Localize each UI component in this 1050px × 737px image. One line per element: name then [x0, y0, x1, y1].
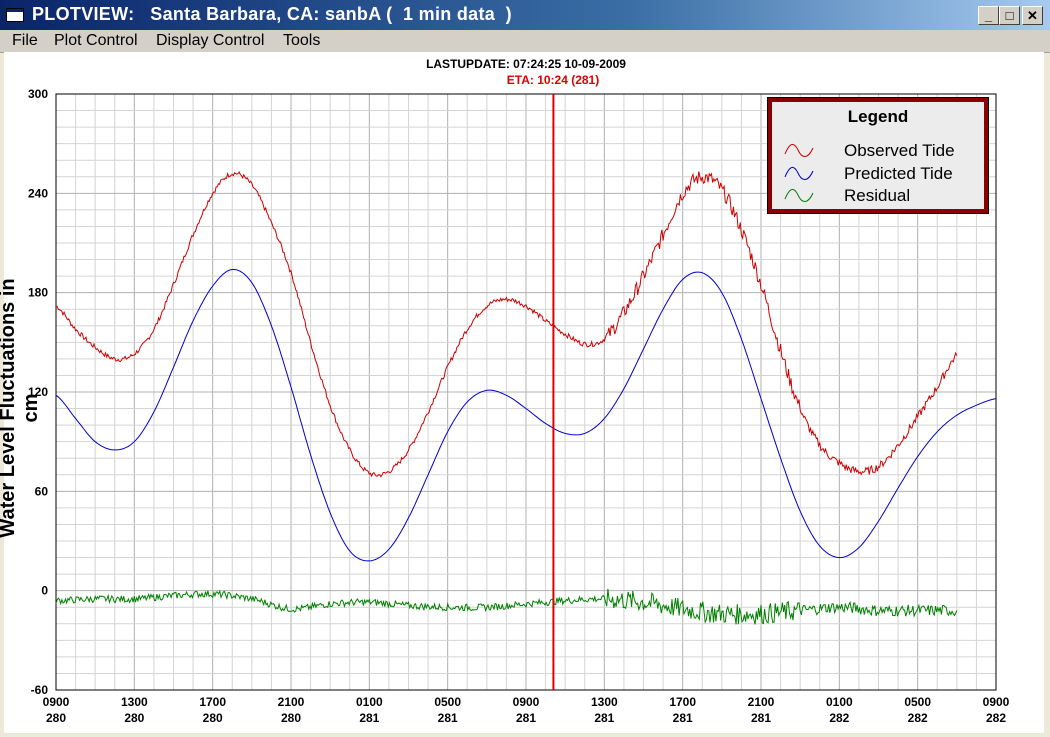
- close-button[interactable]: ✕: [1022, 6, 1043, 25]
- x-tick-label-day: 282: [986, 711, 1006, 725]
- last-update-label: LASTUPDATE: 07:24:25 10-09-2009: [426, 57, 626, 71]
- x-tick-label-day: 282: [829, 711, 849, 725]
- green-wave-icon: [784, 189, 814, 202]
- title-bar: PLOTVIEW: Santa Barbara, CA: sanbA ( 1 m…: [0, 0, 1050, 30]
- app-window-icon[interactable]: [6, 8, 24, 22]
- x-tick-label-day: 280: [46, 711, 66, 725]
- x-tick-label-time: 0900: [513, 695, 540, 709]
- x-tick-label-time: 1700: [669, 695, 696, 709]
- x-tick-label-time: 0900: [43, 695, 70, 709]
- x-tick-label-day: 282: [908, 711, 928, 725]
- menu-plot-control[interactable]: Plot Control: [54, 32, 138, 49]
- menu-display-control[interactable]: Display Control: [156, 32, 265, 49]
- maximize-button[interactable]: □: [999, 6, 1020, 25]
- x-tick-label-time: 1700: [199, 695, 226, 709]
- x-tick-label-day: 280: [203, 711, 223, 725]
- legend-title: Legend: [847, 107, 909, 126]
- residual-line: [55, 588, 958, 625]
- legend: Legend Observed Tide Predicted Tide Resi…: [767, 97, 989, 214]
- x-tick-label-time: 0100: [356, 695, 383, 709]
- x-tick-label-time: 2100: [748, 695, 775, 709]
- y-tick-label: 300: [28, 87, 48, 101]
- blue-wave-icon: [784, 167, 814, 180]
- window-title: PLOTVIEW: Santa Barbara, CA: sanbA ( 1 m…: [32, 4, 512, 24]
- y-tick-label: 60: [35, 484, 49, 498]
- x-tick-label-day: 280: [124, 711, 144, 725]
- menu-tools[interactable]: Tools: [283, 32, 321, 49]
- x-tick-label-day: 280: [281, 711, 301, 725]
- y-tick-label: 120: [28, 385, 48, 399]
- x-tick-label-time: 1300: [591, 695, 618, 709]
- observed-tide-line: [55, 171, 958, 478]
- x-tick-label-time: 0500: [904, 695, 931, 709]
- x-tick-label-time: 1300: [121, 695, 148, 709]
- red-wave-icon: [784, 144, 814, 157]
- x-tick-label-day: 281: [751, 711, 771, 725]
- plot-frame: [55, 93, 997, 691]
- legend-item-observed: Observed Tide: [844, 141, 955, 160]
- y-tick-label: -60: [31, 683, 49, 697]
- x-tick-label-day: 281: [438, 711, 458, 725]
- minimize-button[interactable]: _: [978, 6, 999, 25]
- legend-item-predicted: Predicted Tide: [844, 164, 953, 183]
- y-tick-label: 240: [28, 186, 48, 200]
- eta-label: ETA: 10:24 (281): [506, 73, 600, 87]
- y-tick-label: 0: [41, 584, 48, 598]
- menu-file[interactable]: File: [12, 32, 38, 49]
- x-tick-label-time: 0500: [434, 695, 461, 709]
- y-tick-label: 180: [28, 286, 48, 300]
- x-tick-label-time: 0100: [826, 695, 853, 709]
- x-tick-label-day: 281: [673, 711, 693, 725]
- x-tick-label-time: 2100: [278, 695, 305, 709]
- x-tick-label-time: 0900: [983, 695, 1010, 709]
- predicted-tide-line: [55, 269, 997, 562]
- legend-item-residual: Residual: [844, 186, 911, 205]
- x-tick-label-day: 281: [359, 711, 379, 725]
- x-tick-label-day: 281: [516, 711, 536, 725]
- x-tick-label-day: 281: [594, 711, 614, 725]
